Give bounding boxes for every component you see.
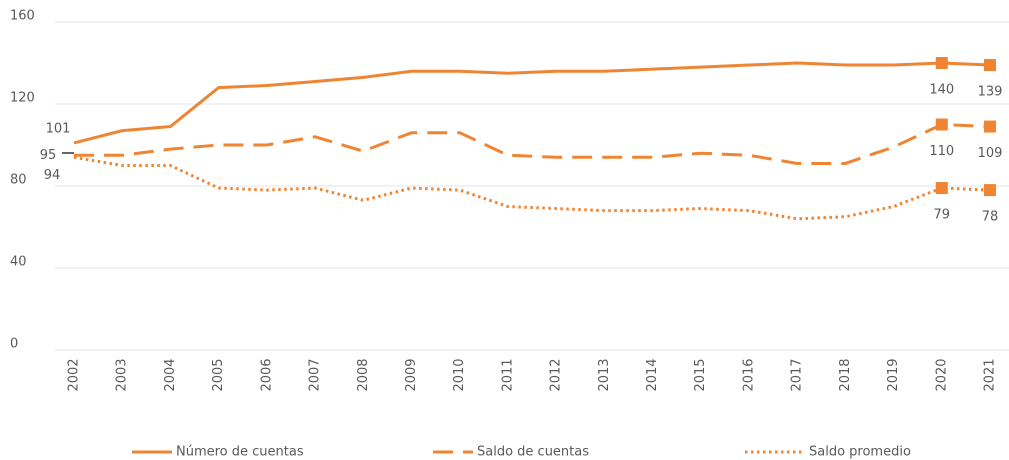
x-tick-label: 2008 bbox=[356, 358, 371, 391]
x-tick-label: 2020 bbox=[934, 358, 949, 391]
x-tick-label: 2003 bbox=[115, 358, 130, 391]
x-tick-label: 2002 bbox=[67, 358, 82, 391]
x-tick-label: 2004 bbox=[163, 358, 178, 391]
y-tick-label: 40 bbox=[10, 255, 27, 270]
data-label: 109 bbox=[978, 146, 1003, 161]
point-marker bbox=[984, 184, 996, 197]
series-line bbox=[73, 155, 991, 221]
x-tick-label: 2011 bbox=[500, 358, 515, 391]
data-label: 94 bbox=[44, 168, 61, 183]
x-tick-label: 2006 bbox=[259, 358, 274, 391]
point-marker bbox=[935, 118, 948, 131]
data-label: 139 bbox=[978, 85, 1003, 100]
y-tick-label: 80 bbox=[10, 173, 27, 188]
x-tick-label: 2007 bbox=[308, 358, 323, 391]
x-tick-label: 2016 bbox=[741, 358, 756, 391]
data-label: 110 bbox=[929, 144, 954, 159]
point-marker bbox=[935, 57, 948, 69]
x-tick-label: 2015 bbox=[693, 358, 708, 391]
data-label: 78 bbox=[982, 210, 999, 225]
x-tick-label: 2005 bbox=[211, 358, 226, 391]
x-tick-label: 2013 bbox=[597, 358, 612, 391]
data-label: 79 bbox=[934, 208, 951, 223]
x-tick-label: 2018 bbox=[838, 358, 853, 391]
point-marker bbox=[935, 182, 948, 195]
y-tick-label: 120 bbox=[10, 91, 35, 106]
point-marker bbox=[984, 120, 996, 133]
y-tick-label: 160 bbox=[10, 9, 35, 24]
point-marker bbox=[984, 59, 996, 72]
legend-label: Saldo de cuentas bbox=[477, 445, 589, 460]
x-tick-label: 2021 bbox=[983, 358, 998, 391]
data-label: 95 bbox=[40, 148, 57, 163]
y-tick-label: 0 bbox=[10, 337, 18, 352]
data-label: 140 bbox=[929, 83, 954, 98]
legend-label: Saldo promedio bbox=[809, 445, 911, 460]
legend-label: Número de cuentas bbox=[176, 445, 304, 460]
x-tick-label: 2010 bbox=[452, 358, 467, 391]
series-line bbox=[73, 61, 991, 145]
x-tick-label: 2019 bbox=[886, 358, 901, 391]
x-tick-label: 2009 bbox=[404, 358, 419, 391]
x-tick-label: 2012 bbox=[549, 358, 564, 391]
x-tick-label: 2014 bbox=[645, 358, 660, 391]
x-tick-label: 2017 bbox=[790, 358, 805, 391]
data-label: 101 bbox=[46, 121, 71, 136]
series-line bbox=[74, 122, 991, 165]
